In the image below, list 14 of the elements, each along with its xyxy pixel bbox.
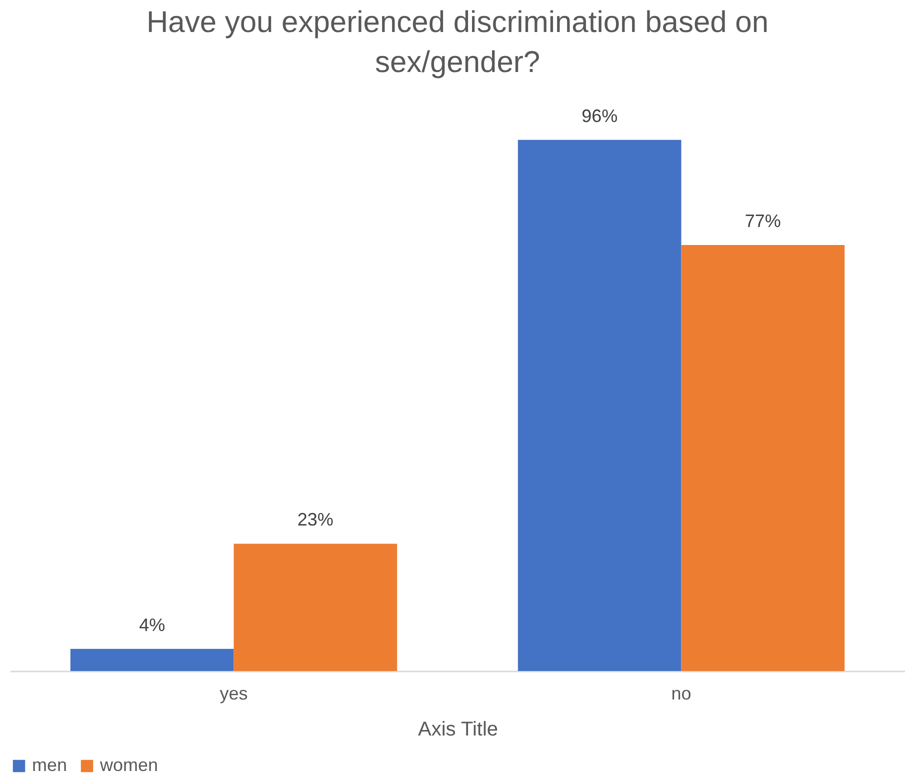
x-tick-label: yes (220, 684, 248, 704)
chart-title: Have you experienced discrimination based on sex/gender? (146, 6, 769, 79)
data-label: 96% (582, 106, 618, 126)
bar (70, 648, 234, 671)
bar (234, 544, 398, 671)
legend-label: women (99, 755, 158, 775)
bar (681, 244, 845, 671)
data-label: 4% (139, 614, 166, 635)
x-axis-title: Axis Title (418, 718, 498, 740)
data-label: 77% (744, 210, 781, 231)
bar (518, 140, 682, 671)
x-tick-label: no (671, 684, 692, 704)
data-label: 23% (297, 510, 334, 530)
legend-label: men (32, 755, 68, 775)
